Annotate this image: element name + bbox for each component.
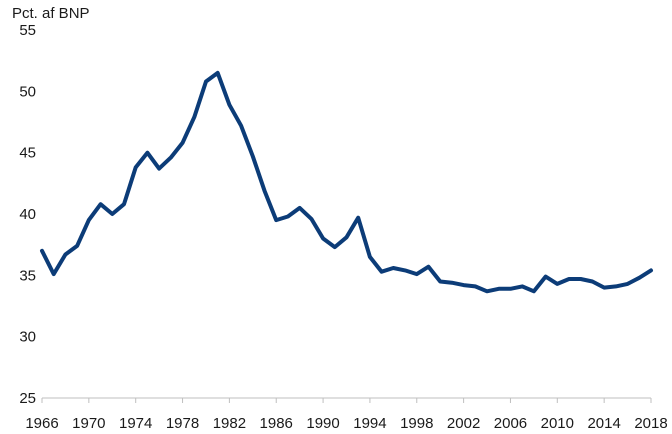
x-tick-label: 2014 bbox=[587, 415, 620, 432]
x-tick-label: 1990 bbox=[306, 415, 339, 432]
data-point bbox=[602, 286, 606, 290]
data-point bbox=[485, 289, 489, 293]
x-tick-label: 2018 bbox=[634, 415, 667, 432]
data-point bbox=[227, 103, 231, 107]
data-point bbox=[52, 272, 56, 276]
data-point bbox=[567, 277, 571, 281]
data-point bbox=[368, 255, 372, 259]
data-point bbox=[544, 275, 548, 279]
data-point bbox=[216, 71, 220, 75]
x-tick-label: 1974 bbox=[119, 415, 152, 432]
y-axis-ticks: 25 30 35 40 45 50 55 bbox=[19, 22, 36, 407]
y-tick-label: 25 bbox=[19, 390, 36, 407]
data-point bbox=[626, 282, 630, 286]
data-point bbox=[509, 287, 513, 291]
data-point bbox=[473, 284, 477, 288]
data-point bbox=[391, 266, 395, 270]
data-point bbox=[169, 156, 173, 160]
data-point bbox=[192, 115, 196, 119]
y-tick-label: 35 bbox=[19, 267, 36, 284]
data-point bbox=[497, 287, 501, 291]
data-point bbox=[87, 218, 91, 222]
data-point bbox=[134, 165, 138, 169]
x-tick-label: 1978 bbox=[166, 415, 199, 432]
data-point bbox=[333, 245, 337, 249]
data-point bbox=[110, 212, 114, 216]
series-group bbox=[40, 70, 653, 294]
data-point bbox=[380, 270, 384, 274]
data-point bbox=[40, 249, 44, 253]
data-point bbox=[122, 202, 126, 206]
data-point bbox=[579, 277, 583, 281]
data-point bbox=[590, 280, 594, 284]
x-tick-label: 2010 bbox=[541, 415, 574, 432]
x-tick-label: 1986 bbox=[260, 415, 293, 432]
data-point bbox=[427, 265, 431, 269]
data-point bbox=[345, 235, 349, 239]
data-point bbox=[520, 284, 524, 288]
data-point bbox=[462, 283, 466, 287]
data-point bbox=[145, 151, 149, 155]
y-tick-label: 50 bbox=[19, 83, 36, 100]
data-point bbox=[274, 218, 278, 222]
x-tick-label: 1966 bbox=[25, 415, 58, 432]
y-tick-label: 30 bbox=[19, 329, 36, 346]
data-point bbox=[157, 167, 161, 171]
data-point bbox=[415, 272, 419, 276]
data-point bbox=[309, 217, 313, 221]
x-tick-label: 1994 bbox=[353, 415, 386, 432]
y-tick-label: 40 bbox=[19, 206, 36, 223]
data-point bbox=[555, 282, 559, 286]
data-point bbox=[649, 268, 653, 272]
x-tick-label: 2002 bbox=[447, 415, 480, 432]
y-tick-label: 45 bbox=[19, 145, 36, 162]
data-point bbox=[75, 244, 79, 248]
y-axis-unit-label: Pct. af BNP bbox=[12, 5, 90, 22]
x-tick-label: 1970 bbox=[72, 415, 105, 432]
data-point bbox=[356, 216, 360, 220]
data-point bbox=[63, 253, 67, 257]
series-line bbox=[40, 70, 653, 294]
x-axis-ticks: 1966 1970 1974 1978 1982 1986 1990 1994 1998 2002… bbox=[25, 398, 668, 432]
data-point bbox=[263, 189, 267, 193]
y-tick-label: 55 bbox=[19, 22, 36, 39]
x-tick-label: 1982 bbox=[213, 415, 246, 432]
data-point bbox=[99, 202, 103, 206]
data-point bbox=[286, 215, 290, 219]
data-point bbox=[403, 268, 407, 272]
data-point bbox=[614, 284, 618, 288]
data-point bbox=[450, 281, 454, 285]
data-point bbox=[637, 276, 641, 280]
data-point bbox=[532, 289, 536, 293]
data-point bbox=[251, 154, 255, 158]
data-point bbox=[239, 124, 243, 128]
x-tick-label: 2006 bbox=[494, 415, 527, 432]
x-tick-label: 1998 bbox=[400, 415, 433, 432]
data-point bbox=[298, 206, 302, 210]
data-point bbox=[204, 80, 208, 84]
data-point bbox=[181, 141, 185, 145]
data-point bbox=[321, 237, 325, 241]
data-point bbox=[438, 280, 442, 284]
